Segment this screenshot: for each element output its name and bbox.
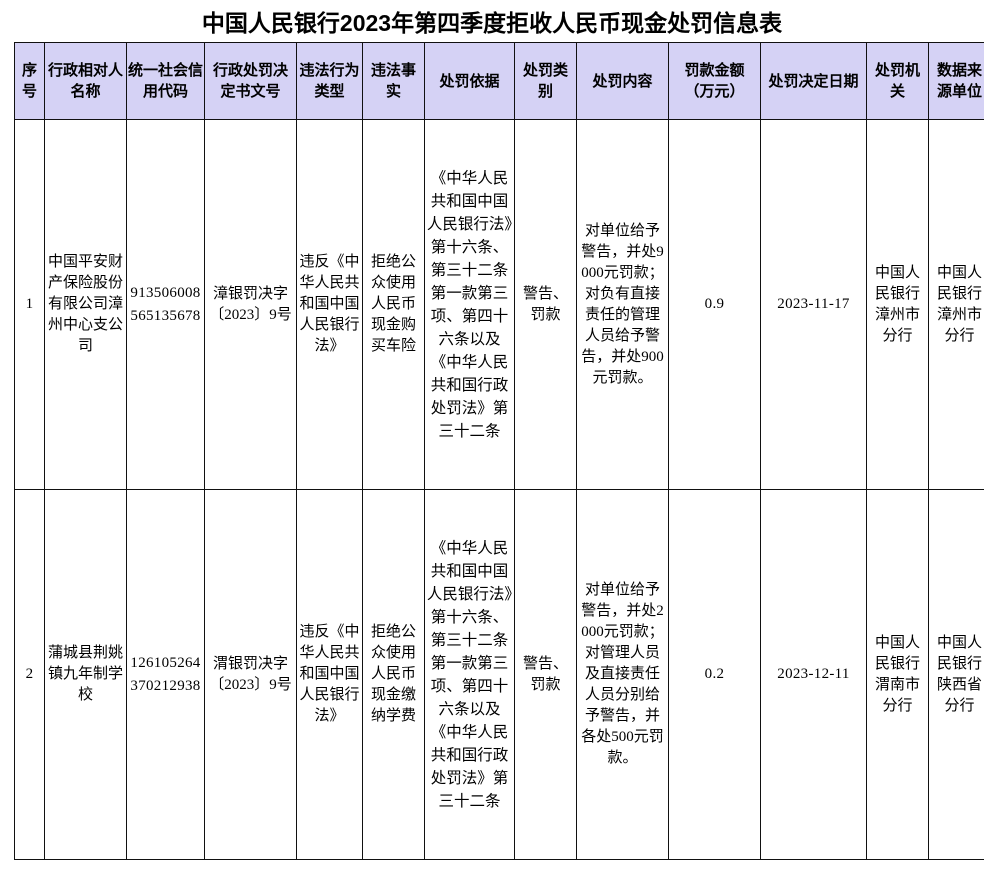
cell-entity: 中国平安财产保险股份有限公司漳州中心支公司 (44, 119, 127, 490)
cell-entity: 蒲城县荆姚镇九年制学校 (44, 489, 127, 860)
table-header: 序号 行政相对人名称 统一社会信用代码 行政处罚决定书文号 违法行为类型 违法事… (14, 42, 984, 120)
cell-content: 对单位给予警告，并处9000元罚款；对负有直接责任的管理人员给予警告，并处900… (576, 119, 669, 490)
column-header-category: 处罚类别 (514, 42, 577, 120)
header-row: 序号 行政相对人名称 统一社会信用代码 行政处罚决定书文号 违法行为类型 违法事… (14, 42, 984, 120)
table-row: 2 蒲城县荆姚镇九年制学校 126105264370212938 渭银罚决字〔2… (14, 489, 984, 860)
cell-date: 2023-11-17 (760, 119, 867, 490)
cell-basis: 《中华人民共和国中国人民银行法》第十六条、第三十二条第一款第三项、第四十六条以及… (424, 489, 515, 860)
cell-viofact: 拒绝公众使用人民币现金缴纳学费 (362, 489, 425, 860)
column-header-entity: 行政相对人名称 (44, 42, 127, 120)
cell-credit: 126105264370212938 (126, 489, 205, 860)
table-row: 1 中国平安财产保险股份有限公司漳州中心支公司 9135060085651356… (14, 119, 984, 490)
column-header-credit: 统一社会信用代码 (126, 42, 205, 120)
column-header-authority: 处罚机关 (866, 42, 929, 120)
cell-docnum: 渭银罚决字〔2023〕9号 (204, 489, 297, 860)
table-body: 1 中国平安财产保险股份有限公司漳州中心支公司 9135060085651356… (14, 119, 984, 860)
column-header-content: 处罚内容 (576, 42, 669, 120)
column-header-source: 数据来源单位 (928, 42, 984, 120)
cell-category: 警告、罚款 (514, 119, 577, 490)
column-header-docnum: 行政处罚决定书文号 (204, 42, 297, 120)
column-header-viofact: 违法事实 (362, 42, 425, 120)
cell-source: 中国人民银行漳州市分行 (928, 119, 984, 490)
page-title: 中国人民银行2023年第四季度拒收人民币现金处罚信息表 (201, 10, 783, 36)
cell-index: 1 (14, 119, 45, 490)
cell-viofact: 拒绝公众使用人民币现金购买车险 (362, 119, 425, 490)
column-header-basis: 处罚依据 (424, 42, 515, 120)
cell-index: 2 (14, 489, 45, 860)
cell-amount: 0.2 (668, 489, 761, 860)
cell-viotype: 违反《中华人民共和国中国人民银行法》 (296, 119, 363, 490)
cell-docnum: 漳银罚决字〔2023〕9号 (204, 119, 297, 490)
cell-category: 警告、罚款 (514, 489, 577, 860)
cell-source: 中国人民银行陕西省分行 (928, 489, 984, 860)
column-header-viotype: 违法行为类型 (296, 42, 363, 120)
penalty-information-table: 序号 行政相对人名称 统一社会信用代码 行政处罚决定书文号 违法行为类型 违法事… (14, 42, 984, 860)
column-header-amount: 罚款金额（万元） (668, 42, 761, 120)
cell-basis: 《中华人民共和国中国人民银行法》第十六条、第三十二条第一款第三项、第四十六条以及… (424, 119, 515, 490)
cell-authority: 中国人民银行渭南市分行 (866, 489, 929, 860)
cell-content: 对单位给予警告，并处2000元罚款；对管理人员及直接责任人员分别给予警告，并各处… (576, 489, 669, 860)
cell-amount: 0.9 (668, 119, 761, 490)
cell-authority: 中国人民银行漳州市分行 (866, 119, 929, 490)
cell-viotype: 违反《中华人民共和国中国人民银行法》 (296, 489, 363, 860)
cell-date: 2023-12-11 (760, 489, 867, 860)
table-container: 序号 行政相对人名称 统一社会信用代码 行政处罚决定书文号 违法行为类型 违法事… (0, 42, 984, 860)
cell-credit: 913506008565135678 (126, 119, 205, 490)
column-header-date: 处罚决定日期 (760, 42, 867, 120)
column-header-index: 序号 (14, 42, 45, 120)
